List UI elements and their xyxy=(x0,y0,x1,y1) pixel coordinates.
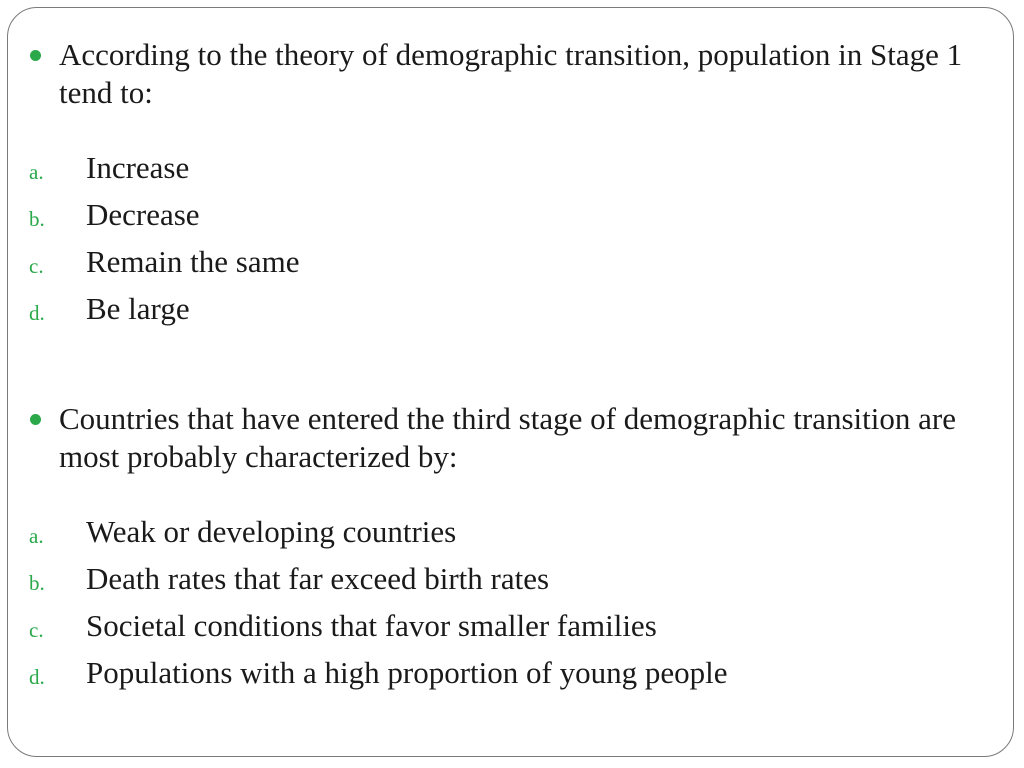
option-item: a. Increase xyxy=(8,148,1013,195)
question-2-text: Countries that have entered the third st… xyxy=(59,401,956,474)
option-letter: c. xyxy=(29,618,44,642)
option-text: Remain the same xyxy=(86,244,300,279)
bullet-icon xyxy=(30,50,41,61)
question-2-options: a. Weak or developing countries b. Death… xyxy=(8,512,1013,700)
option-item: d. Be large xyxy=(8,289,1013,336)
option-text: Societal conditions that favor smaller f… xyxy=(86,608,657,643)
option-letter: a. xyxy=(29,160,44,184)
bullet-icon xyxy=(30,414,41,425)
option-item: b. Death rates that far exceed birth rat… xyxy=(8,559,1013,606)
option-letter: a. xyxy=(29,524,44,548)
option-text: Death rates that far exceed birth rates xyxy=(86,561,550,596)
option-item: c. Societal conditions that favor smalle… xyxy=(8,606,1013,653)
option-item: c. Remain the same xyxy=(8,242,1013,289)
question-2: Countries that have entered the third st… xyxy=(8,400,1013,700)
question-1-options: a. Increase b. Decrease c. Remain the sa… xyxy=(8,148,1013,336)
option-text: Be large xyxy=(86,291,190,326)
slide-frame: According to the theory of demographic t… xyxy=(7,7,1014,757)
option-letter: d. xyxy=(29,301,45,325)
option-item: d. Populations with a high proportion of… xyxy=(8,653,1013,700)
option-letter: b. xyxy=(29,571,45,595)
option-item: a. Weak or developing countries xyxy=(8,512,1013,559)
option-letter: b. xyxy=(29,207,45,231)
question-2-stem: Countries that have entered the third st… xyxy=(8,400,1013,476)
question-1-stem: According to the theory of demographic t… xyxy=(8,36,1013,112)
option-item: b. Decrease xyxy=(8,195,1013,242)
option-letter: c. xyxy=(29,254,44,278)
option-text: Decrease xyxy=(86,197,200,232)
option-letter: d. xyxy=(29,665,45,689)
option-text: Increase xyxy=(86,150,190,185)
question-1: According to the theory of demographic t… xyxy=(8,36,1013,336)
option-text: Populations with a high proportion of yo… xyxy=(86,655,728,690)
question-1-text: According to the theory of demographic t… xyxy=(59,37,963,110)
option-text: Weak or developing countries xyxy=(86,514,457,549)
